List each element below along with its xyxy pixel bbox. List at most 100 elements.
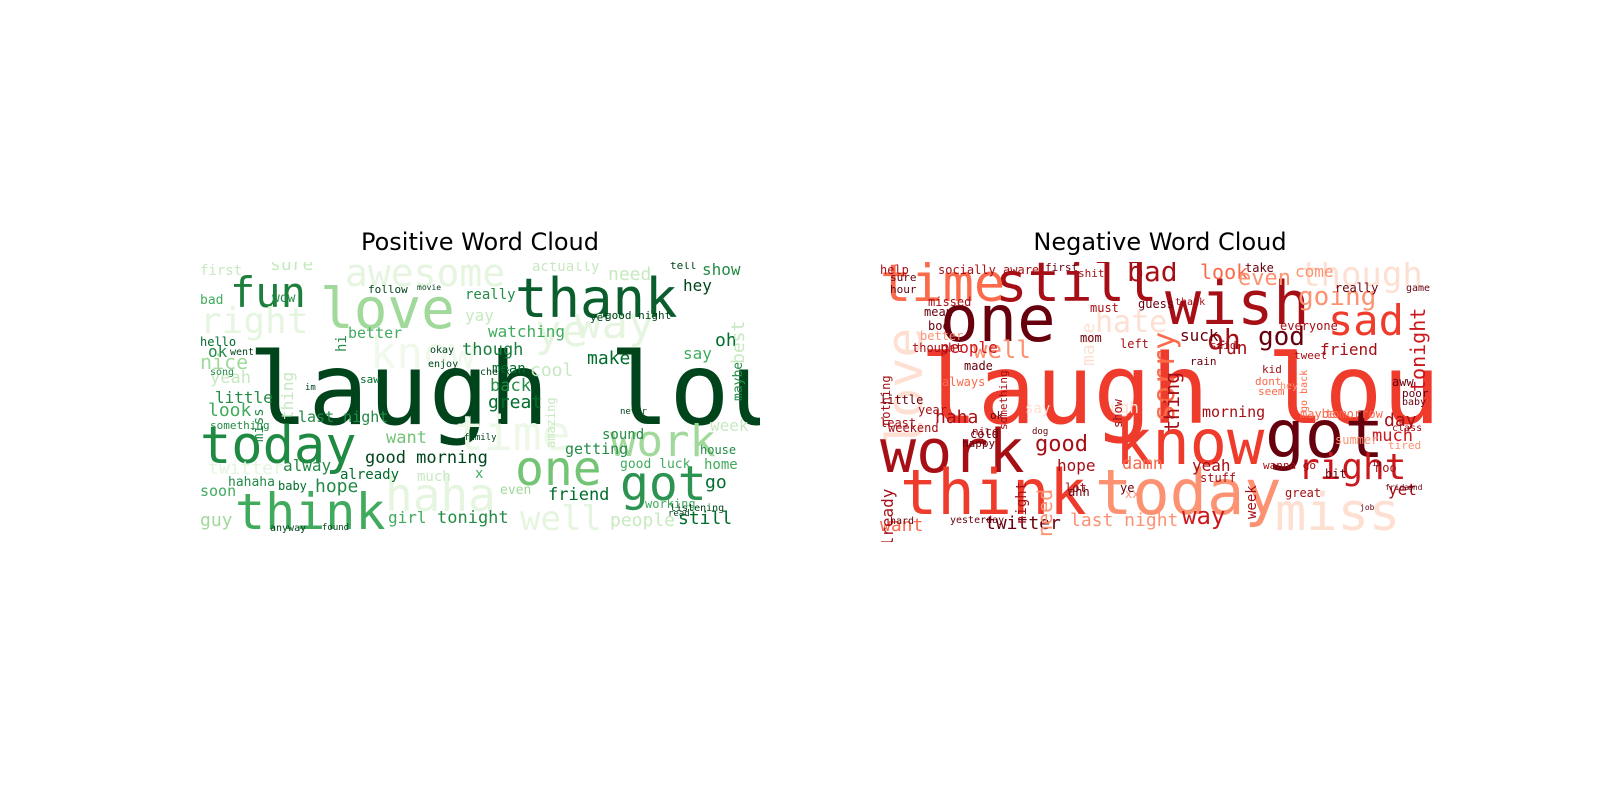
- word-night: night: [1014, 481, 1030, 524]
- word-boo: boo: [928, 319, 950, 333]
- word-hard: hard: [890, 516, 915, 527]
- word-good-morning: good morning: [365, 448, 488, 468]
- word-right: right: [1298, 447, 1407, 488]
- word-really: really: [465, 287, 516, 303]
- word-make: make: [587, 348, 631, 369]
- word-hate: hate: [1095, 305, 1168, 340]
- word-right: right: [200, 301, 309, 342]
- word-take: take: [1245, 262, 1274, 275]
- positive-cloud-title: Positive Word Cloud: [360, 228, 600, 256]
- word-one: one: [940, 283, 1056, 357]
- word-week: week: [1244, 485, 1260, 519]
- word-happy: happy: [962, 437, 996, 450]
- word-nice: nice: [972, 425, 999, 438]
- word-little: little: [880, 393, 924, 407]
- word-dont: dont: [1255, 375, 1282, 388]
- word-first: first: [200, 263, 243, 279]
- word-seem: seem: [1258, 385, 1285, 398]
- word-maybe: maybe: [1300, 407, 1337, 421]
- word-family: family: [464, 433, 497, 443]
- word-cold: cold: [970, 427, 999, 441]
- word-im: im: [305, 383, 316, 393]
- word-hey: hey: [1280, 381, 1299, 392]
- word-better: better: [348, 324, 403, 342]
- word-yeah: yeah: [210, 368, 251, 388]
- word-say: say: [1025, 401, 1051, 417]
- word-shit: shit: [1078, 267, 1105, 280]
- word-ok: ok: [990, 409, 1004, 422]
- word-weekend: weekend: [888, 421, 939, 435]
- word-tonight: tonight: [437, 508, 509, 528]
- word-twitter: twitter: [985, 513, 1061, 534]
- word-week: week: [710, 416, 749, 435]
- word-better: better: [920, 329, 964, 343]
- word-tell: tell: [670, 262, 697, 272]
- word-want: want: [386, 428, 427, 448]
- word-back: back: [490, 376, 531, 396]
- word-love: love: [320, 277, 455, 342]
- word-friend: friend: [548, 485, 610, 505]
- word-listening: listening: [670, 503, 725, 514]
- word-think: think: [900, 456, 1087, 529]
- word-time: time: [880, 262, 1006, 314]
- word-well: well: [973, 336, 1031, 364]
- word-home: home: [704, 457, 738, 473]
- word-xx: xx: [1125, 487, 1140, 501]
- word-suck: suck: [1180, 326, 1219, 345]
- word-job: job: [1360, 503, 1375, 512]
- word-haha: haha: [385, 468, 496, 522]
- word-mom: mom: [1080, 331, 1102, 345]
- word-lot: lot: [1065, 481, 1087, 495]
- word-house: house: [700, 443, 737, 457]
- word-ahh: ahh: [1068, 485, 1090, 499]
- word-oh: oh: [1207, 323, 1241, 356]
- word-yay: yay: [465, 306, 494, 325]
- word-least: least: [880, 416, 917, 430]
- word-ok: ok: [208, 342, 228, 361]
- word-ugh: ugh: [1110, 398, 1139, 417]
- word-amazing: amazing: [544, 397, 558, 448]
- word-say: say: [683, 344, 712, 363]
- word-made: made: [964, 359, 993, 373]
- word-anyway: anyway: [270, 523, 307, 534]
- word-oh: oh: [715, 330, 737, 351]
- word-fun: fun: [230, 268, 306, 317]
- word-always: always: [942, 375, 986, 389]
- word-sad: sad: [1328, 296, 1404, 345]
- word-something: something: [210, 419, 270, 432]
- word-twitter: twitter: [208, 458, 284, 479]
- word-mean: mean: [492, 361, 526, 377]
- word-hi: hi: [334, 335, 350, 352]
- word-go: go: [705, 472, 727, 493]
- word-miss: miss: [1275, 483, 1401, 542]
- word-laugh-loud: laugh loud: [248, 331, 760, 448]
- word-baby: baby: [1402, 397, 1427, 408]
- word-show: show: [702, 262, 741, 279]
- word-day: day: [1384, 410, 1417, 431]
- word-come: come: [1295, 262, 1334, 281]
- word-nice: nice: [200, 350, 249, 374]
- word-follow: follow: [368, 283, 408, 296]
- word-know: know: [1115, 406, 1265, 479]
- word-mean: mean: [924, 305, 953, 319]
- word-never: never: [620, 407, 648, 417]
- word-hour: hour: [890, 283, 917, 296]
- word-okay: okay: [430, 345, 455, 356]
- word-tomorrow: tomorrow: [1325, 407, 1383, 421]
- word-really: really: [1335, 281, 1379, 295]
- word-alway: alway: [283, 456, 332, 475]
- word-something: something: [997, 370, 1010, 430]
- negative-cloud-title: Negative Word Cloud: [1033, 228, 1287, 256]
- word-yet: yet: [590, 311, 610, 324]
- word-found: found: [322, 523, 350, 533]
- word-bit: bit: [1325, 467, 1347, 481]
- word-still: still: [995, 262, 1158, 314]
- word-guy: guy: [200, 510, 233, 531]
- word-rain: rain: [1190, 355, 1217, 368]
- word-enjoy: enjoy: [428, 359, 459, 370]
- word-already: already: [340, 467, 400, 483]
- word-wow: wow: [272, 291, 296, 306]
- word-damn: damn: [1122, 454, 1163, 474]
- word-poor: poor: [1402, 387, 1429, 400]
